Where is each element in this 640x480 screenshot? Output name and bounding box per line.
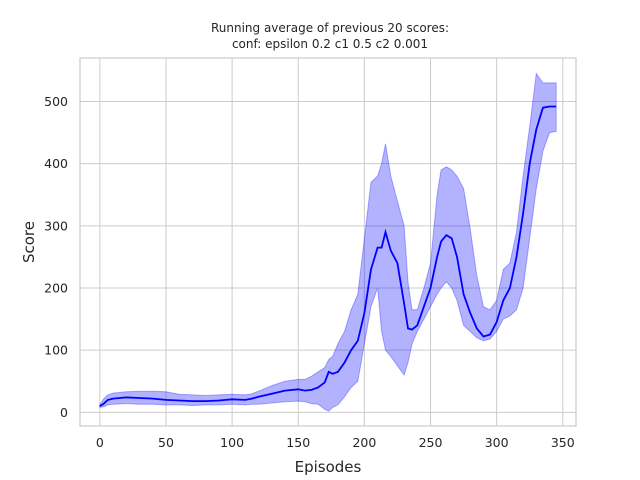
grid <box>80 58 576 426</box>
x-tick-labels: 0 50 100 150 200 250 300 350 <box>96 435 575 450</box>
y-tick-label: 100 <box>44 343 68 358</box>
y-tick-label: 300 <box>44 218 68 233</box>
confidence-band <box>99 72 557 412</box>
x-tick-label: 300 <box>485 435 509 450</box>
x-tick-label: 200 <box>352 435 376 450</box>
x-tick-label: 100 <box>220 435 244 450</box>
y-tick-label: 500 <box>44 94 68 109</box>
x-tick-label: 350 <box>551 435 575 450</box>
x-tick-label: 250 <box>419 435 443 450</box>
chart-title-line1: Running average of previous 20 scores: <box>211 21 449 35</box>
x-tick-label: 150 <box>286 435 310 450</box>
x-tick-label: 50 <box>158 435 174 450</box>
x-tick-label: 0 <box>96 435 104 450</box>
y-axis-label: Score <box>20 221 38 263</box>
y-tick-labels: 0 100 200 300 400 500 <box>44 94 68 420</box>
chart-title-line2: conf: epsilon 0.2 c1 0.5 c2 0.001 <box>232 37 428 51</box>
y-tick-label: 0 <box>60 405 68 420</box>
x-axis-label: Episodes <box>295 458 362 476</box>
y-tick-label: 200 <box>44 281 68 296</box>
y-tick-label: 400 <box>44 156 68 171</box>
mean-line <box>99 105 557 407</box>
plot-frame <box>79 57 577 427</box>
